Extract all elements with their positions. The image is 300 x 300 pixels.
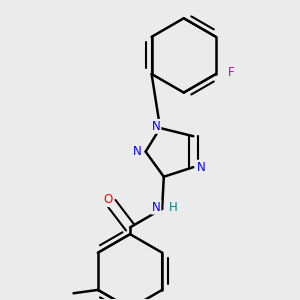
Text: O: O: [103, 193, 113, 206]
Text: F: F: [228, 66, 235, 79]
Text: N: N: [152, 120, 161, 133]
Text: N: N: [197, 161, 206, 174]
Text: N: N: [152, 201, 161, 214]
Text: H: H: [169, 201, 177, 214]
Text: N: N: [133, 145, 142, 158]
